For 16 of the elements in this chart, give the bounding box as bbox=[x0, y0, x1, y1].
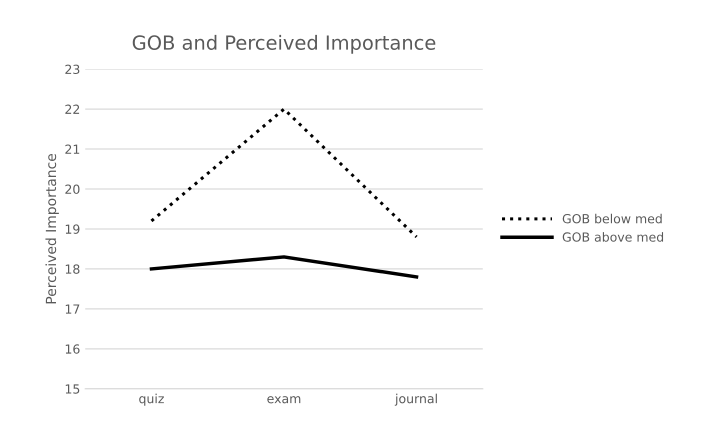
y-tick-label: 15 bbox=[66, 384, 80, 394]
y-tick-label: 22 bbox=[65, 104, 80, 114]
y-tick-label: 23 bbox=[65, 64, 80, 74]
y-axis-title: Perceived Importance bbox=[45, 154, 59, 304]
legend-label: GOB above med bbox=[562, 232, 664, 242]
y-tick-label: 16 bbox=[66, 344, 80, 354]
x-tick-label: exam bbox=[267, 396, 300, 404]
y-tick-label: 21 bbox=[65, 144, 80, 154]
y-tick-label: 20 bbox=[65, 184, 80, 194]
y-tick-label: 19 bbox=[66, 224, 80, 234]
legend-label: GOB below med bbox=[562, 214, 662, 224]
chart-title: GOB and Perceived Importance bbox=[132, 34, 436, 54]
y-tick-label: 18 bbox=[66, 264, 80, 274]
x-tick-label: journal bbox=[394, 394, 437, 406]
x-tick-label: quiz bbox=[139, 394, 164, 406]
y-tick-label: 17 bbox=[66, 304, 80, 314]
